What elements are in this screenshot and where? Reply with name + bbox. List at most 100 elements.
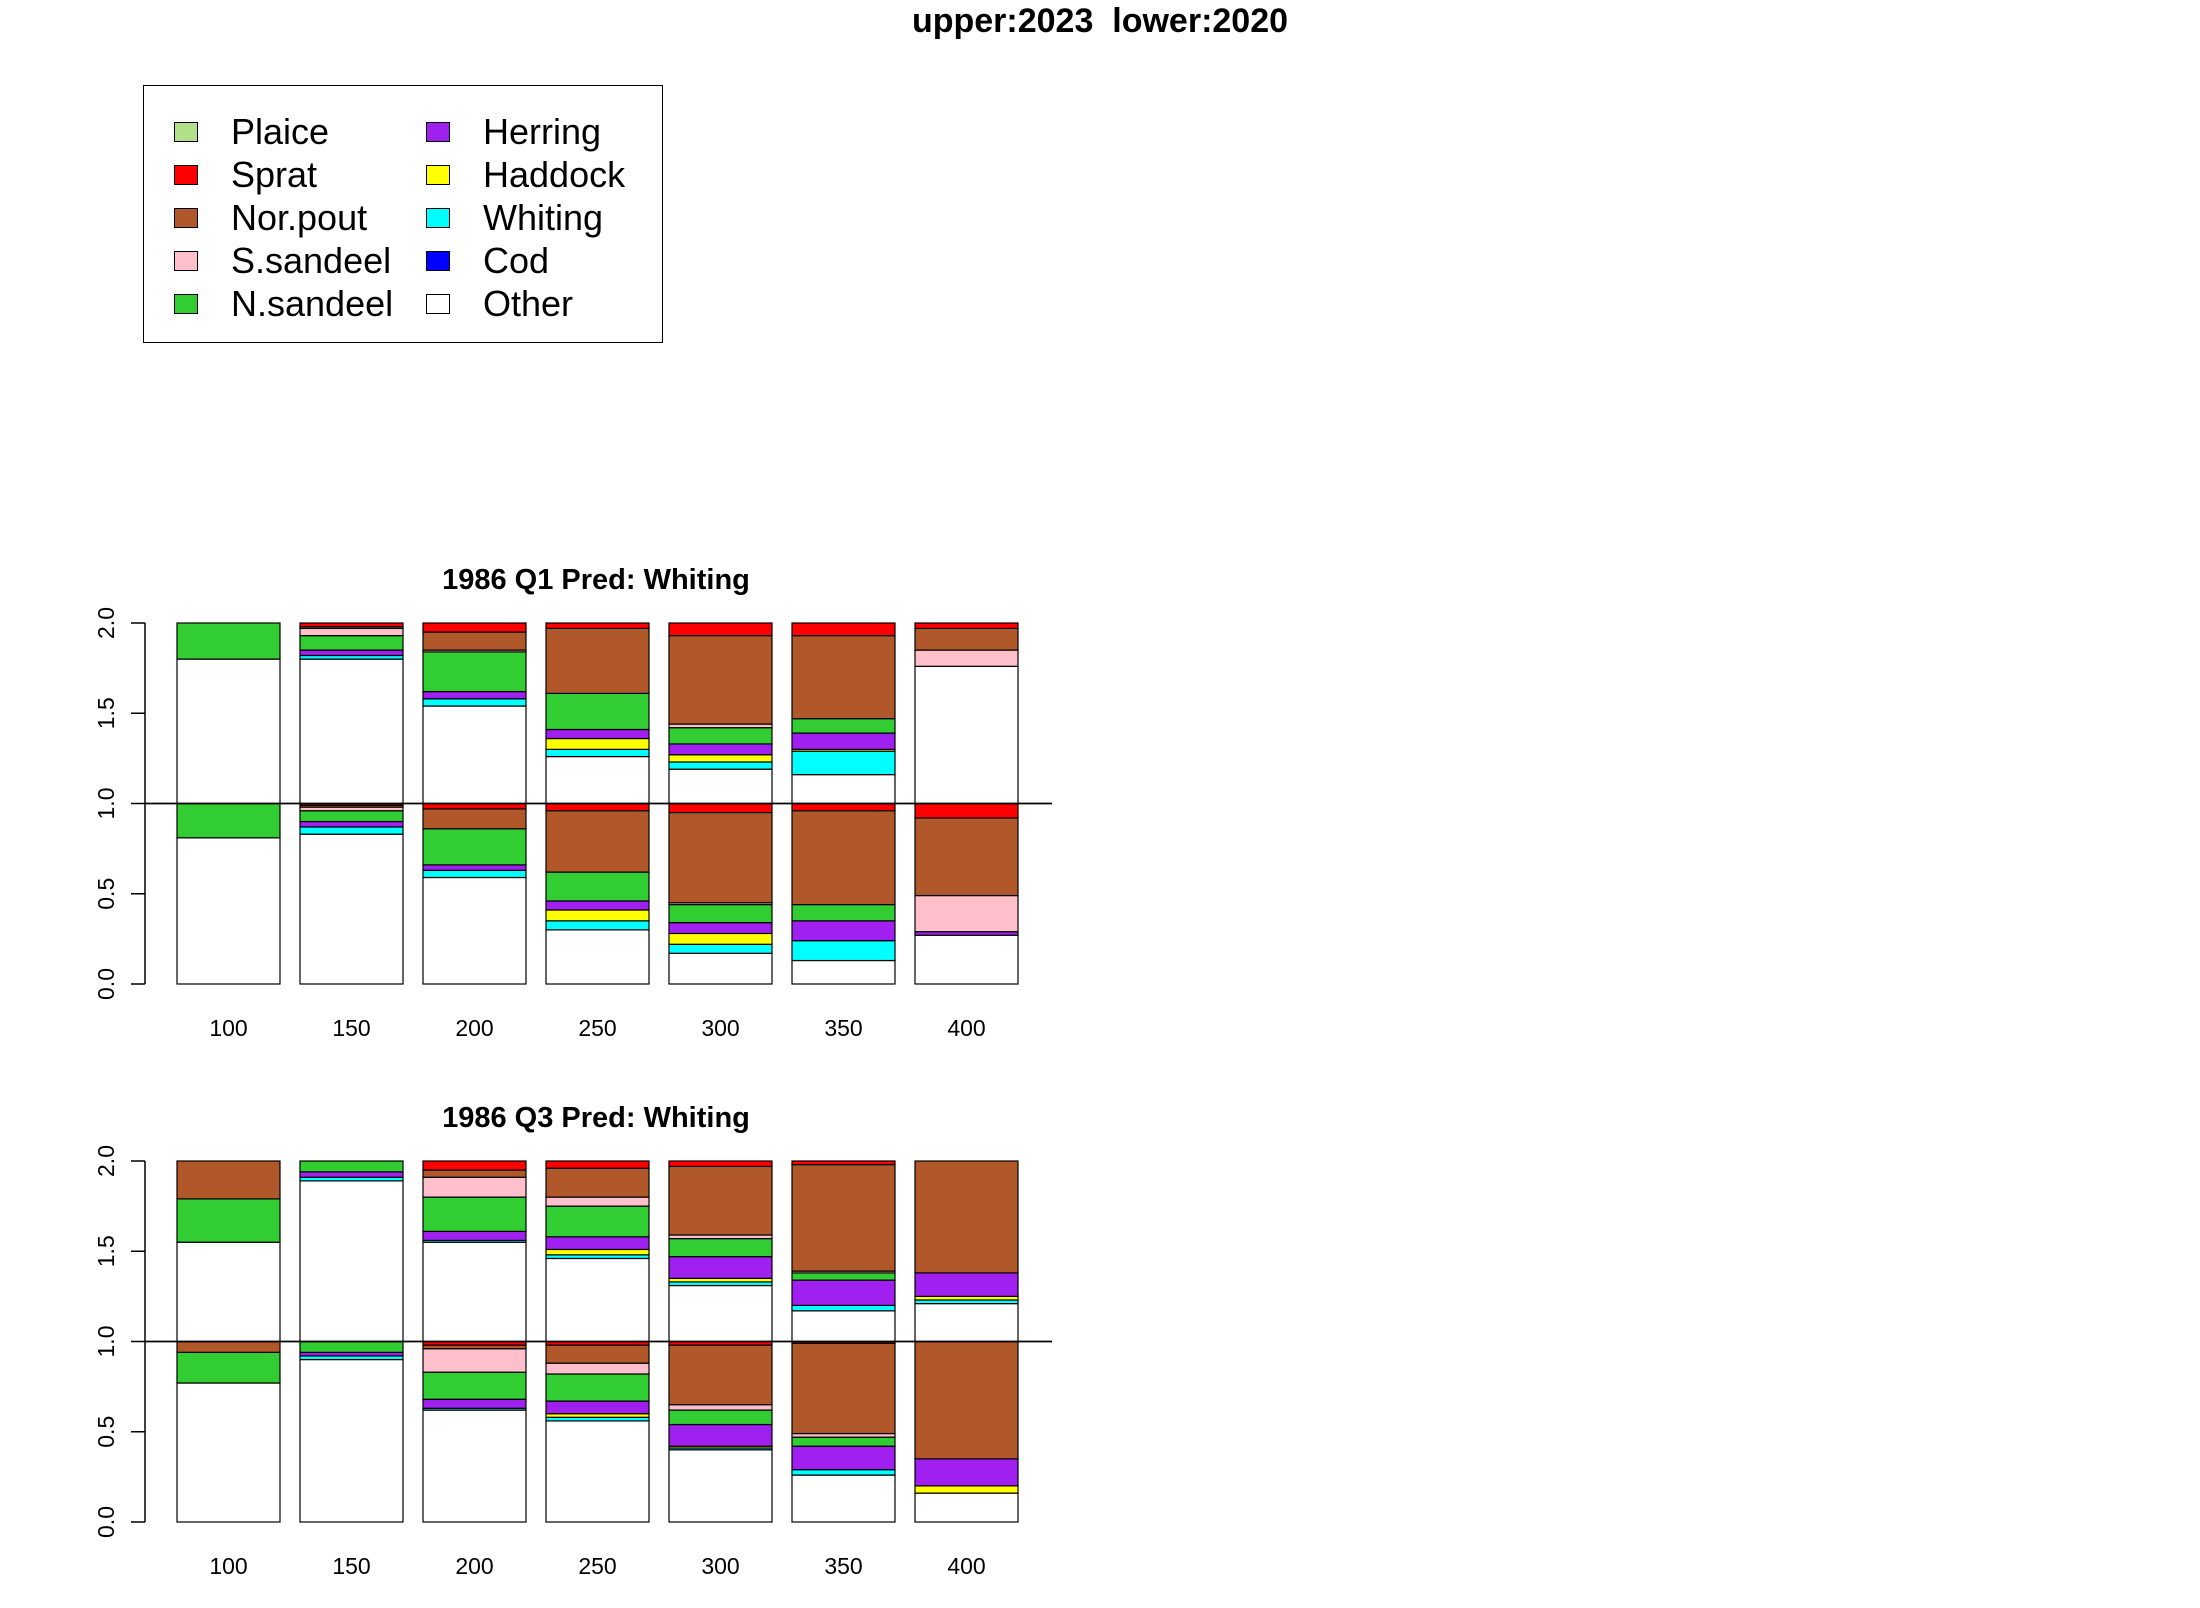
y-tick-label: 0.5 bbox=[93, 878, 119, 910]
legend-item-s-sandeel: S.sandeel bbox=[174, 239, 391, 282]
bar-segment-upper-sprat bbox=[545, 1160, 650, 1169]
legend-swatch bbox=[426, 250, 450, 271]
bar-segment-upper-sprat bbox=[545, 622, 650, 630]
bar-segment-lower-nor-pout bbox=[668, 1344, 773, 1406]
y-tick-label: 0.0 bbox=[93, 1506, 119, 1538]
bar-segment-upper-other bbox=[791, 1310, 896, 1343]
bar-segment-lower-herring bbox=[299, 820, 404, 828]
bar-segment-lower-other bbox=[422, 1409, 527, 1523]
x-tick-label: 150 bbox=[332, 1553, 370, 1579]
bar-segment-upper-haddock bbox=[668, 754, 773, 763]
bar-segment-lower-nor-pout bbox=[422, 808, 527, 830]
bar-segment-upper-herring bbox=[422, 1230, 527, 1242]
bar-segment-lower-sprat bbox=[914, 802, 1019, 819]
bar-segment-upper-sprat bbox=[914, 622, 1019, 630]
y-tick-label: 1.5 bbox=[93, 697, 119, 729]
bar-segment-upper-herring bbox=[668, 1256, 773, 1279]
legend-label: S.sandeel bbox=[231, 239, 392, 281]
bar-segment-upper-other bbox=[299, 1180, 404, 1343]
bar-segment-lower-n-sandeel bbox=[791, 903, 896, 922]
legend-item-cod: Cod bbox=[426, 239, 549, 282]
bar-segment-upper-other bbox=[176, 658, 281, 805]
bar-segment-upper-other bbox=[791, 774, 896, 805]
bar-segment-lower-nor-pout bbox=[545, 1344, 650, 1364]
bar-segment-lower-other bbox=[176, 837, 281, 985]
bar-segment-upper-s-sandeel bbox=[914, 649, 1019, 667]
bar-segment-lower-haddock bbox=[914, 1485, 1019, 1494]
x-tick-label: 400 bbox=[947, 1015, 985, 1041]
bar-segment-lower-herring bbox=[422, 1398, 527, 1409]
legend-label: Cod bbox=[483, 239, 550, 281]
bar-segment-upper-whiting bbox=[668, 761, 773, 770]
bar-segment-upper-other bbox=[668, 1284, 773, 1343]
bar-segment-lower-whiting bbox=[422, 869, 527, 879]
bar-segment-upper-n-sandeel bbox=[176, 622, 281, 660]
legend-item-herring: Herring bbox=[426, 110, 601, 153]
bar-segment-upper-s-sandeel bbox=[299, 627, 404, 637]
bar-segment-upper-n-sandeel bbox=[668, 727, 773, 745]
bar-segment-upper-nor-pout bbox=[668, 635, 773, 725]
bar-segment-lower-n-sandeel bbox=[422, 828, 527, 866]
bar-segment-lower-other bbox=[545, 929, 650, 985]
legend-label: Other bbox=[483, 282, 574, 324]
bar-segment-lower-other bbox=[545, 1420, 650, 1523]
x-tick-label: 300 bbox=[701, 1015, 739, 1041]
bar-segment-upper-haddock bbox=[545, 1248, 650, 1256]
legend-swatch bbox=[174, 293, 198, 314]
bar-segment-upper-s-sandeel bbox=[422, 1176, 527, 1198]
bar-segment-upper-nor-pout bbox=[545, 627, 650, 694]
y-tick-label: 0.0 bbox=[93, 968, 119, 1000]
bar-segment-upper-n-sandeel bbox=[545, 1205, 650, 1238]
bar-segment-upper-herring bbox=[422, 690, 527, 700]
bar-segment-lower-herring bbox=[791, 920, 896, 942]
x-tick-label: 400 bbox=[947, 1553, 985, 1579]
legend: Plaice Sprat Nor.pout S.sandeel N.sandeel Her… bbox=[143, 85, 663, 343]
bar-segment-lower-herring bbox=[545, 1400, 650, 1415]
bar-segment-upper-nor-pout bbox=[791, 635, 896, 720]
x-tick-label: 150 bbox=[332, 1015, 370, 1041]
bar-segment-lower-n-sandeel bbox=[668, 1409, 773, 1426]
bar-segment-upper-nor-pout bbox=[422, 631, 527, 651]
bar-segment-upper-n-sandeel bbox=[299, 635, 404, 651]
y-tick-label: 2.0 bbox=[93, 607, 119, 639]
bar-segment-lower-nor-pout bbox=[914, 817, 1019, 897]
legend-label: Nor.pout bbox=[231, 196, 368, 238]
bar-segment-upper-other bbox=[422, 705, 527, 805]
x-tick-label: 350 bbox=[824, 1553, 862, 1579]
legend-swatch bbox=[174, 121, 198, 142]
bar-segment-lower-haddock bbox=[545, 909, 650, 922]
bar-segment-upper-other bbox=[914, 665, 1019, 805]
legend-item-haddock: Haddock bbox=[426, 153, 625, 196]
legend-label: Haddock bbox=[483, 153, 626, 195]
bar-segment-lower-herring bbox=[422, 864, 527, 871]
bar-segment-lower-whiting bbox=[668, 943, 773, 954]
bar-segment-upper-n-sandeel bbox=[422, 1196, 527, 1232]
bar-segment-lower-other bbox=[914, 934, 1019, 985]
legend-item-n-sandeel: N.sandeel bbox=[174, 282, 393, 325]
chart-main-title: upper:2023 lower:2020 bbox=[911, 2, 1289, 40]
x-tick-label: 250 bbox=[578, 1553, 616, 1579]
bar-segment-upper-herring bbox=[299, 649, 404, 657]
bar-segment-upper-nor-pout bbox=[176, 1160, 281, 1200]
bar-segment-lower-other bbox=[914, 1492, 1019, 1523]
panel-title: 1986 Q1 Pred: Whiting bbox=[442, 564, 750, 596]
bar-segment-lower-herring bbox=[668, 922, 773, 935]
y-tick-label: 1.0 bbox=[93, 788, 119, 820]
bar-segment-upper-other bbox=[299, 658, 404, 805]
bar-segment-upper-n-sandeel bbox=[791, 718, 896, 734]
bar-segment-upper-herring bbox=[668, 743, 773, 756]
bar-segment-upper-sprat bbox=[422, 1160, 527, 1171]
bar-segment-upper-n-sandeel bbox=[791, 1272, 896, 1281]
y-tick-label: 1.0 bbox=[93, 1326, 119, 1358]
bar-segment-upper-n-sandeel bbox=[422, 651, 527, 693]
bar-segment-lower-s-sandeel bbox=[668, 1404, 773, 1411]
legend-item-other: Other bbox=[426, 282, 573, 325]
bar-segment-lower-nor-pout bbox=[914, 1340, 1019, 1460]
bar-segment-upper-haddock bbox=[545, 737, 650, 750]
bar-segment-upper-other bbox=[176, 1241, 281, 1343]
bar-segment-upper-whiting bbox=[422, 698, 527, 707]
bar-segment-lower-s-sandeel bbox=[422, 1348, 527, 1373]
chart-panel-q1: 1986 Q1 Pred: Whiting 0.0 0.5 1.0 1.5 2.0 100 1… bbox=[93, 564, 1052, 1041]
y-tick-label: 1.5 bbox=[93, 1235, 119, 1267]
legend-swatch bbox=[426, 121, 450, 142]
